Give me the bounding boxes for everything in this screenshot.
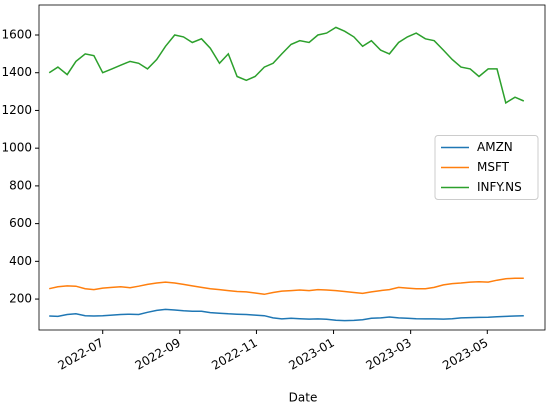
legend-label: AMZN [477,140,513,154]
y-tick-label: 200 [9,292,32,306]
axes-frame [38,4,546,331]
legend: AMZN MSFT INFY.NS [434,135,539,200]
x-tick-label: 2023-03 [363,336,413,373]
series-line [49,308,524,322]
legend-box [434,135,539,200]
y-tick-label: 1000 [1,141,32,155]
y-tick-label: 400 [9,254,32,268]
legend-label: MSFT [477,160,510,174]
x-axis-label: Date [289,391,318,405]
y-tick-label: 1400 [1,65,32,79]
legend-label: INFY.NS [477,180,522,194]
series-line [49,277,524,296]
x-tick-label: 2022-07 [56,336,106,373]
y-tick-label: 1200 [1,103,32,117]
series-line [48,26,525,105]
x-tick-label: 2022-09 [133,336,183,373]
x-tick-label: 2023-05 [440,336,490,373]
y-tick-label: 600 [9,216,32,230]
y-tick-label: 1600 [1,27,32,41]
x-tick-label: 2023-01 [286,336,336,373]
x-tick-label: 2022-11 [209,336,259,373]
y-tick-label: 800 [9,178,32,192]
